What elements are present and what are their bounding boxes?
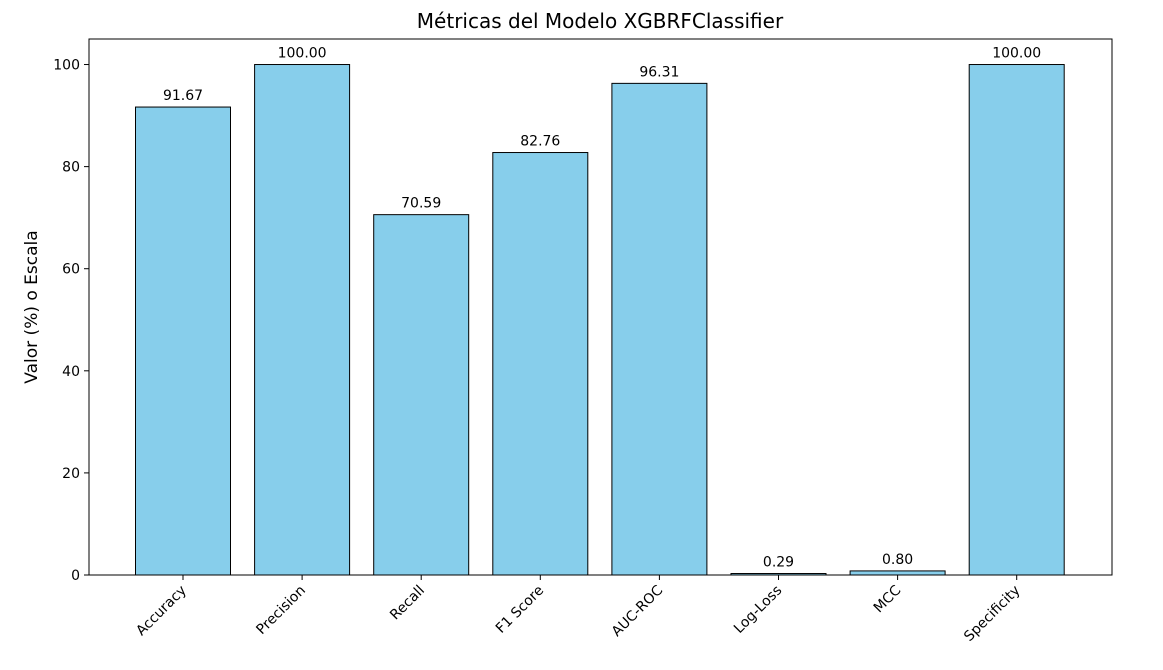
y-axis-label: Valor (%) o Escala — [22, 230, 42, 383]
y-tick-label-40: 40 — [62, 364, 80, 380]
data-label-f1-score: 82.76 — [520, 134, 560, 150]
y-tick-label-0: 0 — [71, 568, 80, 584]
x-tick-label-specificity: Specificity — [961, 583, 1023, 645]
y-tick-label-100: 100 — [53, 58, 80, 74]
x-tick-label-mcc: MCC — [871, 582, 905, 616]
y-tick-label-20: 20 — [62, 466, 80, 482]
bar-auc-roc — [611, 82, 708, 576]
bar-accuracy — [135, 106, 231, 576]
bar-precision — [254, 64, 351, 576]
bars-group — [135, 64, 1065, 576]
data-label-specificity: 100.00 — [992, 46, 1041, 62]
x-axis: Accuracy Precision Recall F1 Score AUC-ROC Lo… — [133, 575, 1024, 645]
x-tick-label-precision: Precision — [253, 583, 308, 638]
data-labels-group: 91.67 100.00 70.59 82.76 96.31 0.29 0.80 100.00 — [163, 46, 1041, 571]
x-tick-label-f1-score: F1 Score — [493, 583, 547, 637]
bar-recall — [373, 214, 470, 576]
data-label-recall: 70.59 — [401, 196, 441, 212]
y-tick-label-80: 80 — [62, 160, 80, 176]
bar-f1-score — [492, 152, 589, 576]
y-tick-label-60: 60 — [62, 262, 80, 278]
data-label-accuracy: 91.67 — [163, 88, 203, 104]
data-label-log-loss: 0.29 — [763, 555, 794, 571]
x-tick-label-recall: Recall — [387, 583, 428, 624]
chart-title: Métricas del Modelo XGBRFClassifier — [417, 9, 784, 33]
data-label-mcc: 0.80 — [882, 552, 913, 568]
x-tick-label-auc-roc: AUC-ROC — [609, 582, 667, 640]
x-tick-label-log-loss: Log-Loss — [731, 583, 785, 637]
y-axis: 0 20 40 60 80 100 — [53, 58, 89, 584]
bar-mcc — [849, 570, 946, 576]
data-label-auc-roc: 96.31 — [639, 64, 679, 80]
plot-frame — [88, 38, 1113, 576]
bar-specificity — [968, 64, 1065, 576]
x-tick-label-accuracy: Accuracy — [133, 583, 190, 640]
data-label-precision: 100.00 — [278, 46, 327, 62]
